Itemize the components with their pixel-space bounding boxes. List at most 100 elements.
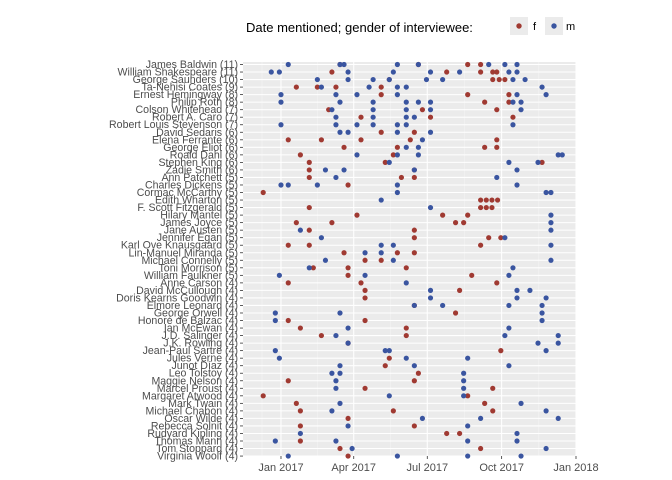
point-f: [329, 69, 335, 75]
point-f: [345, 453, 351, 459]
point-f: [354, 212, 360, 218]
point-m: [518, 99, 524, 105]
point-f: [345, 272, 351, 278]
point-f: [419, 107, 426, 113]
point-f: [378, 257, 384, 263]
point-m: [403, 99, 409, 105]
point-m: [337, 310, 343, 316]
point-f: [486, 235, 492, 241]
point-m: [285, 61, 291, 68]
point-f: [452, 310, 459, 316]
point-m: [329, 408, 335, 414]
point-m: [555, 340, 561, 346]
point-f: [358, 114, 364, 120]
point-f: [378, 92, 384, 98]
point-f: [378, 84, 384, 90]
point-m: [506, 159, 512, 165]
point-f: [411, 174, 417, 181]
point-m: [543, 189, 549, 196]
point-m: [514, 61, 520, 68]
x-tick-label: Jan 2017: [258, 462, 303, 474]
point-m: [329, 370, 335, 376]
point-m: [427, 295, 434, 301]
point-m: [378, 242, 384, 248]
point-m: [345, 423, 351, 429]
point-m: [427, 204, 434, 211]
point-f: [478, 445, 484, 452]
point-f: [490, 408, 496, 414]
y-tick-label: Ta-Nehisi Coates (9): [141, 82, 238, 94]
point-f: [390, 152, 396, 158]
y-tick-label: Charles Dickens (5): [145, 179, 238, 191]
point-f: [306, 159, 312, 165]
point-f: [306, 204, 312, 211]
point-m: [465, 423, 471, 429]
point-m: [411, 363, 417, 369]
point-m: [394, 129, 400, 135]
point-f: [478, 69, 484, 75]
point-f: [333, 84, 339, 90]
point-m: [285, 453, 291, 459]
y-tick-label: David McCullough (4): [136, 285, 238, 297]
point-m: [539, 310, 545, 316]
point-m: [370, 114, 376, 120]
data-points: [260, 61, 565, 459]
point-f: [285, 242, 291, 248]
point-m: [394, 453, 400, 459]
y-tick-label: Maggie Nelson (4): [151, 375, 238, 387]
point-m: [461, 393, 467, 399]
point-m: [278, 122, 284, 128]
point-m: [514, 438, 520, 444]
point-m: [333, 385, 339, 391]
point-m: [465, 355, 471, 361]
point-m: [415, 61, 421, 68]
point-m: [394, 61, 400, 68]
point-f: [337, 445, 343, 452]
point-m: [278, 182, 284, 188]
point-f: [469, 272, 475, 278]
point-f: [427, 114, 434, 120]
point-m: [427, 69, 434, 75]
point-f: [498, 348, 504, 354]
point-m: [370, 107, 376, 113]
point-m: [494, 174, 500, 181]
point-m: [337, 61, 343, 68]
y-tick-label: Toni Morrison (5): [159, 262, 238, 274]
point-m: [510, 122, 516, 128]
point-f: [403, 332, 409, 339]
point-m: [382, 348, 388, 354]
point-m: [318, 84, 325, 90]
point-m: [465, 438, 471, 444]
point-m: [427, 107, 434, 113]
point-f: [394, 144, 400, 150]
point-f: [494, 280, 500, 286]
point-f: [293, 84, 299, 90]
point-f: [465, 61, 471, 68]
point-m: [543, 348, 549, 354]
legend-key-f: [516, 23, 522, 29]
point-f: [506, 99, 512, 105]
point-f: [483, 204, 489, 211]
point-f: [490, 385, 496, 391]
point-f: [478, 61, 484, 68]
point-m: [506, 272, 512, 278]
point-m: [440, 76, 446, 83]
point-f: [362, 385, 368, 391]
y-tick-label: Karl Ove Knausgaard (5): [121, 240, 238, 252]
point-f: [490, 69, 496, 75]
point-f: [341, 250, 347, 256]
point-m: [390, 257, 396, 263]
y-tick-label: Lin-Manuel Miranda (5): [128, 247, 238, 259]
y-tick-label: Michael Chabon (4): [146, 405, 238, 417]
point-m: [394, 189, 400, 196]
point-m: [461, 370, 467, 376]
y-tick-label: Ann Patchett (5): [161, 172, 238, 184]
point-m: [543, 295, 549, 301]
point-m: [366, 84, 372, 90]
point-m: [276, 355, 282, 361]
y-tick-label: Robert A. Caro (7): [152, 112, 238, 124]
point-f: [411, 378, 417, 384]
point-m: [518, 400, 524, 406]
point-m: [349, 445, 355, 452]
